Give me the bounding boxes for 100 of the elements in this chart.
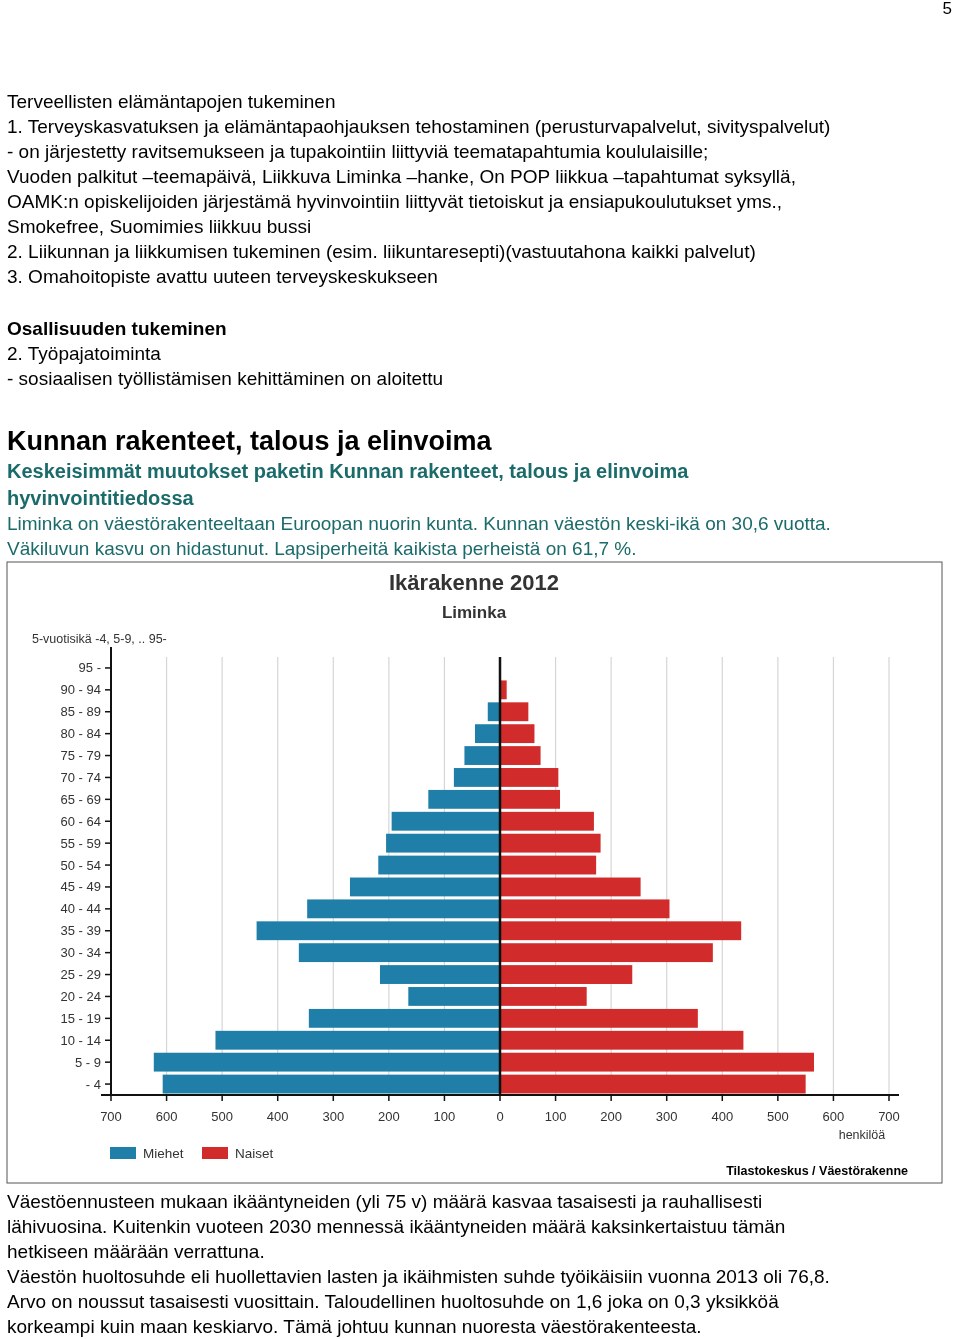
text: OAMK:n opiskelijoiden järjestämä hyvinvointiin liittyvät tietoiskut ja ensiapukoulutukset yms., bbox=[7, 191, 783, 212]
text: - on järjestetty ravitsemukseen ja tupakointiin liittyviä teematapahtumia koululaisille; bbox=[7, 141, 709, 162]
bar bbox=[474, 724, 500, 744]
bar bbox=[500, 789, 561, 809]
bar bbox=[500, 855, 597, 875]
y-tick-label: 10 - 14 bbox=[60, 1032, 101, 1048]
bar bbox=[256, 921, 500, 941]
y-tick-label: 45 - 49 bbox=[60, 879, 101, 895]
bar bbox=[500, 899, 670, 919]
x-tick-label: 400 bbox=[266, 1109, 289, 1124]
y-tick-label: 5 - 9 bbox=[74, 1054, 101, 1070]
x-tick-label: 100 bbox=[433, 1109, 456, 1124]
text: 2. Työpajatoiminta bbox=[7, 343, 162, 364]
y-tick-label: 70 - 74 bbox=[60, 769, 101, 785]
text: lähivuosina. Kuitenkin vuoteen 2030 mennessä ikääntyneiden määrä kaksinkertaistuu tämän bbox=[7, 1216, 786, 1237]
chart-subtitle: Liminka bbox=[441, 603, 507, 622]
text: Kunnan rakenteet, talous ja elinvoima bbox=[7, 426, 493, 456]
text: 3. Omahoitopiste avattu uuteen terveyskeskukseen bbox=[7, 266, 438, 287]
text: korkeampi kuin maan keskiarvo. Tämä johtuu kunnan nuoresta väestörakenteesta. bbox=[7, 1316, 702, 1337]
text: Väkiluvun kasvu on hidastunut. Lapsiperheitä kaikista perheistä on 61,7 %. bbox=[7, 538, 637, 559]
x-tick-label: 200 bbox=[600, 1109, 622, 1124]
bar bbox=[500, 965, 633, 984]
x-tick-label: 500 bbox=[211, 1109, 233, 1124]
chart-title: Ikärakenne 2012 bbox=[388, 570, 560, 595]
x-tick-label: 100 bbox=[544, 1109, 567, 1124]
bar bbox=[349, 877, 500, 897]
y-tick-label: 75 - 79 bbox=[60, 748, 101, 764]
bar bbox=[500, 768, 559, 787]
bar bbox=[215, 1030, 500, 1050]
x-tick-label: 600 bbox=[155, 1109, 178, 1124]
legend-label: Miehet bbox=[143, 1146, 184, 1161]
y-tick-label: 80 - 84 bbox=[60, 726, 101, 742]
y-tick-label: 25 - 29 bbox=[60, 967, 101, 983]
text: 5 bbox=[942, 0, 952, 18]
x-tick-label: 600 bbox=[822, 1109, 845, 1124]
bar bbox=[487, 702, 500, 722]
text: Arvo on noussut tasaisesti vuosittain. Taloudellinen huoltosuhde on 1,6 joka on 0,3 yksikköä bbox=[7, 1291, 780, 1312]
bar bbox=[386, 833, 500, 853]
bar bbox=[500, 943, 713, 963]
text: Keskeisimmät muutokset paketin Kunnan rakenteet, talous ja elinvoima bbox=[7, 460, 690, 482]
text: hyvinvointitiedossa bbox=[7, 487, 195, 509]
x-tick-label: 400 bbox=[711, 1109, 734, 1124]
x-tick-label: 300 bbox=[655, 1109, 678, 1124]
y-tick-label: 55 - 59 bbox=[60, 835, 101, 851]
y-tick-label: 35 - 39 bbox=[60, 923, 101, 939]
y-tick-label: 50 - 54 bbox=[60, 857, 101, 873]
x-tick-label: 700 bbox=[878, 1109, 900, 1124]
text: Osallisuuden tukeminen bbox=[7, 318, 227, 339]
bar bbox=[162, 1074, 500, 1094]
bar bbox=[500, 811, 594, 831]
y-tick-label: 85 - 89 bbox=[60, 704, 101, 720]
text: Väestöennusteen mukaan ikääntyneiden (yli 75 v) määrä kasvaa tasaisesti ja rauhallisesti bbox=[7, 1191, 763, 1212]
bar bbox=[500, 1074, 806, 1094]
x-tick-label: 700 bbox=[100, 1109, 122, 1124]
y-tick-label: - 4 bbox=[85, 1076, 101, 1092]
y-tick-label: 30 - 34 bbox=[60, 945, 101, 961]
bar bbox=[408, 987, 500, 1006]
legend-label: Naiset bbox=[235, 1146, 274, 1161]
bar bbox=[500, 680, 507, 700]
bar bbox=[308, 1008, 500, 1028]
bar bbox=[391, 811, 500, 831]
bar bbox=[500, 1052, 814, 1072]
y-axis-title: 5-vuotisikä -4, 5-9, .. 95- bbox=[32, 632, 167, 646]
text: 2. Liikunnan ja liikkumisen tukeminen (esim. liikuntaresepti)(vastuutahona kaikki palvelut) bbox=[7, 241, 756, 262]
y-tick-label: 20 - 24 bbox=[60, 988, 101, 1004]
bar bbox=[500, 877, 641, 897]
x-tick-label: 200 bbox=[378, 1109, 400, 1124]
text: Terveellisten elämäntapojen tukeminen bbox=[7, 91, 336, 112]
bar bbox=[453, 768, 500, 787]
text: Väestön huoltosuhde eli huollettavien lasten ja ikäihmisten suhde työikäisiin vuonna 2013 oli 76,8. bbox=[7, 1266, 830, 1287]
bar bbox=[500, 702, 529, 722]
y-tick-label: 40 - 44 bbox=[60, 901, 101, 917]
bar bbox=[500, 833, 601, 853]
bar bbox=[464, 746, 500, 765]
x-tick-label: 500 bbox=[767, 1109, 789, 1124]
text: Vuoden palkitut –teemapäivä, Liikkuva Liminka –hanke, On POP liikkua –tapahtumat syksyllä, bbox=[7, 166, 796, 187]
bar bbox=[500, 724, 535, 744]
y-tick-label: 65 - 69 bbox=[60, 791, 101, 807]
x-tick-label: 0 bbox=[496, 1109, 504, 1124]
text: Smokefree, Suomimies liikkuu bussi bbox=[7, 216, 312, 237]
text: - sosiaalisen työllistämisen kehittäminen on aloitettu bbox=[7, 368, 444, 389]
text: Tilastokeskus / Väestörakenne bbox=[726, 1164, 909, 1178]
bar bbox=[298, 943, 500, 963]
text: hetkiseen määrään verrattuna. bbox=[7, 1241, 265, 1262]
bar bbox=[428, 789, 500, 809]
x-axis-title: henkilöä bbox=[838, 1128, 886, 1142]
bar bbox=[500, 1030, 744, 1050]
bar bbox=[307, 899, 500, 919]
bar bbox=[500, 746, 541, 765]
x-tick-label: 300 bbox=[322, 1109, 345, 1124]
bar bbox=[153, 1052, 500, 1072]
bar bbox=[500, 987, 587, 1006]
text: 1. Terveyskasvatuksen ja elämäntapaohjauksen tehostaminen (perusturvapalvelut, sivityspalvelut) bbox=[7, 116, 831, 137]
bar bbox=[378, 855, 500, 875]
y-tick-label: 60 - 64 bbox=[60, 813, 101, 829]
y-tick-label: 15 - 19 bbox=[60, 1010, 101, 1026]
bar bbox=[500, 1008, 698, 1028]
bar bbox=[500, 921, 742, 941]
y-tick-label: 95 - bbox=[78, 660, 101, 676]
bar bbox=[379, 965, 500, 984]
